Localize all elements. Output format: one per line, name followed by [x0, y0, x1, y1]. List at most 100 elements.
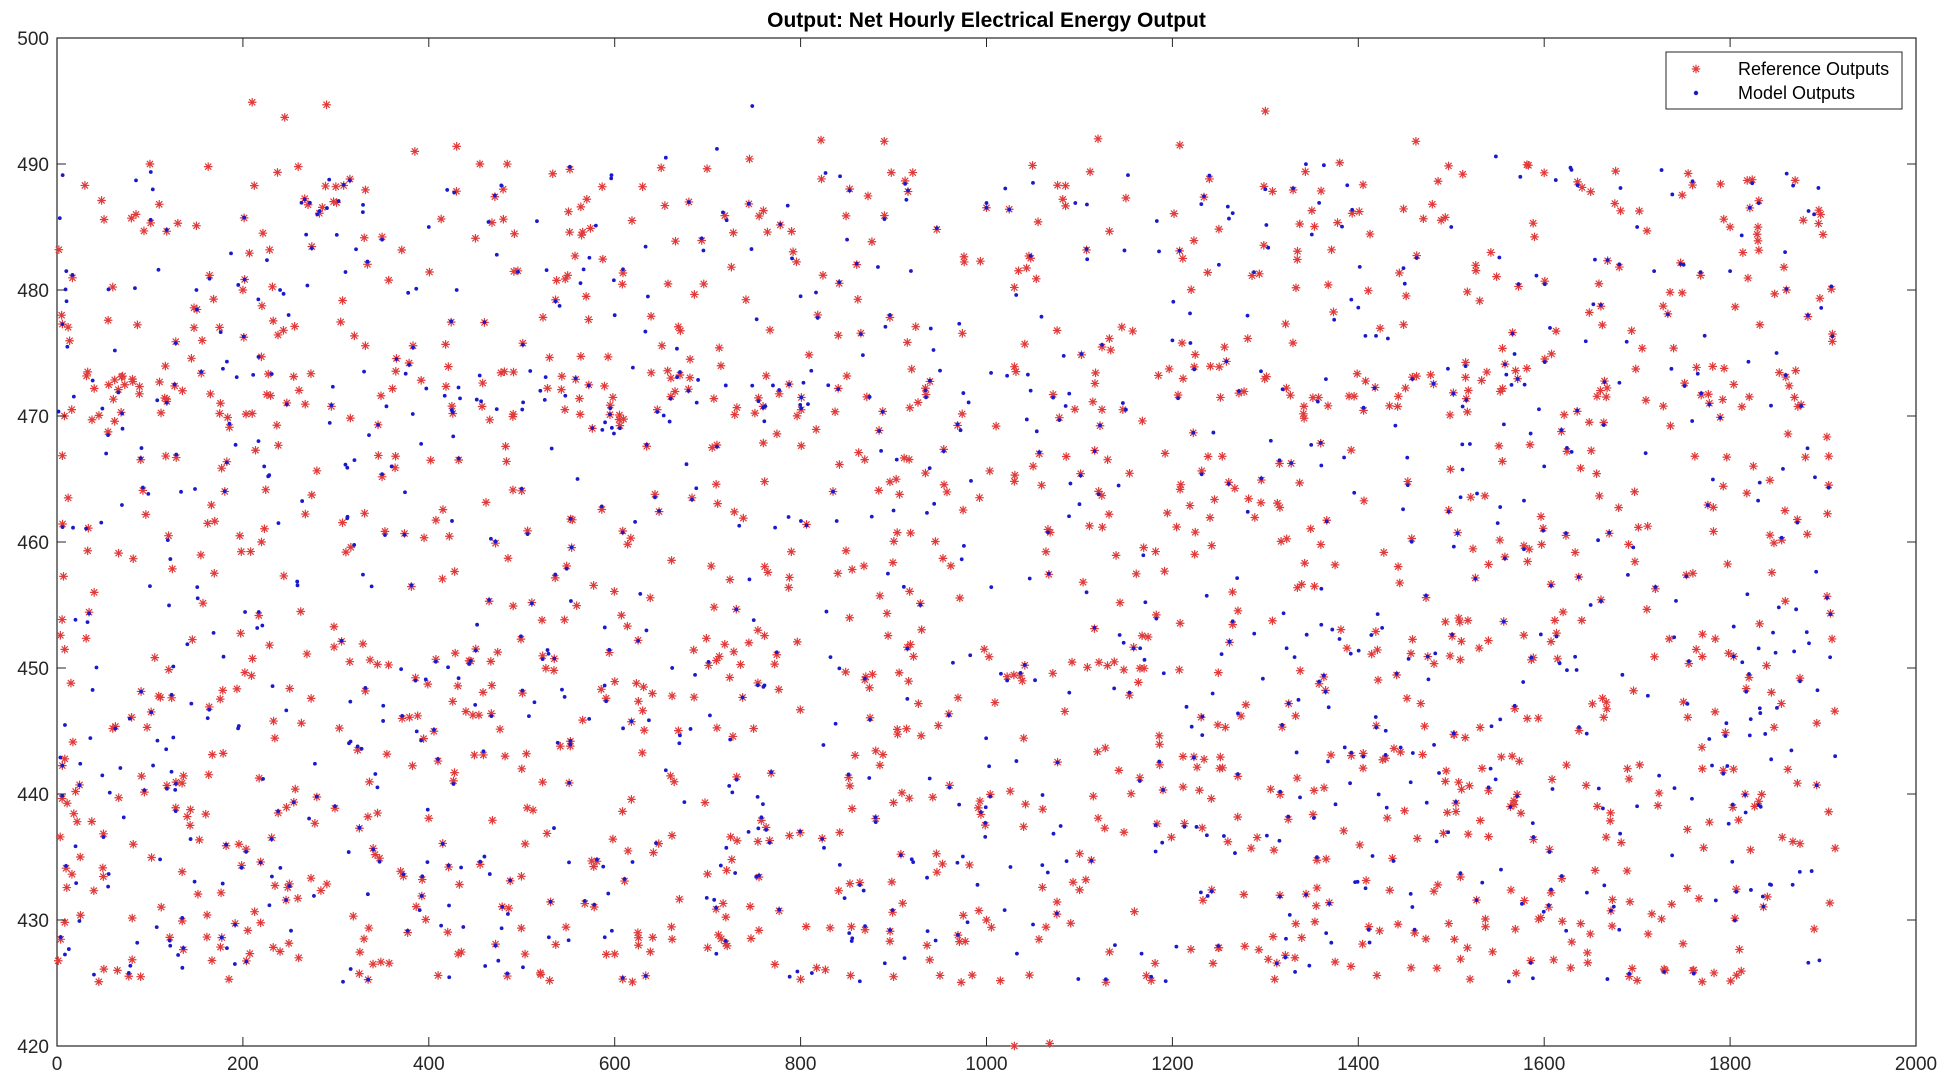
model-point: [608, 412, 612, 417]
y-tick-label: 420: [17, 1037, 49, 1058]
reference-point: [620, 876, 629, 886]
reference-point: [110, 416, 119, 426]
model-point: [1349, 297, 1354, 302]
reference-point: [1216, 752, 1225, 762]
model-point: [1564, 531, 1568, 536]
reference-point: [1567, 937, 1577, 947]
reference-point: [1358, 763, 1368, 773]
model-point: [414, 729, 419, 734]
reference-point: [667, 556, 676, 565]
model-point: [984, 201, 989, 205]
reference-point: [587, 856, 597, 866]
reference-point: [87, 415, 97, 425]
model-point: [1565, 668, 1569, 673]
reference-point: [1767, 688, 1776, 697]
reference-point: [408, 761, 417, 771]
reference-point: [1275, 790, 1285, 799]
model-point: [164, 228, 169, 232]
reference-point: [570, 251, 580, 261]
reference-point: [522, 749, 531, 759]
reference-point: [801, 922, 811, 931]
reference-point: [1624, 540, 1633, 549]
model-point: [481, 749, 486, 754]
reference-point: [561, 922, 571, 932]
model-point: [1446, 366, 1450, 371]
model-point: [1157, 249, 1161, 254]
model-point: [809, 368, 814, 373]
model-point: [1576, 575, 1581, 579]
reference-point: [1511, 924, 1520, 934]
model-point: [906, 188, 910, 193]
reference-point: [1281, 950, 1290, 960]
reference-point: [1465, 974, 1475, 984]
model-point: [1073, 201, 1078, 205]
model-point: [1406, 656, 1411, 661]
reference-point: [478, 378, 487, 388]
reference-point: [1233, 772, 1243, 781]
reference-point: [904, 676, 913, 686]
reference-point: [273, 330, 283, 340]
model-point: [58, 755, 63, 760]
model-point: [1211, 430, 1216, 435]
reference-point: [1830, 843, 1840, 853]
model-point: [1554, 634, 1559, 639]
reference-point: [1719, 364, 1729, 373]
reference-point: [774, 389, 784, 399]
reference-point: [1010, 1041, 1019, 1051]
reference-point: [904, 455, 914, 464]
reference-point: [804, 350, 814, 360]
model-point: [1412, 927, 1417, 932]
reference-point: [1495, 535, 1505, 545]
reference-point: [875, 591, 885, 601]
model-point: [946, 713, 951, 718]
reference-point: [285, 684, 295, 693]
reference-point: [1445, 410, 1455, 420]
reference-point: [667, 831, 677, 840]
reference-point: [1395, 578, 1405, 588]
reference-point: [209, 568, 219, 578]
reference-point: [60, 754, 70, 764]
model-point: [989, 371, 993, 375]
reference-point: [825, 923, 835, 933]
model-point: [799, 519, 803, 523]
reference-point: [753, 625, 763, 635]
model-point: [1645, 693, 1650, 698]
model-point: [1385, 336, 1390, 341]
reference-point: [1106, 345, 1115, 355]
reference-point: [1725, 222, 1735, 232]
model-point: [236, 726, 240, 731]
reference-point: [89, 384, 99, 393]
model-point: [1369, 633, 1374, 637]
model-point: [1815, 688, 1820, 693]
model-point: [1475, 491, 1479, 496]
reference-point: [603, 352, 613, 362]
reference-point: [1601, 697, 1611, 707]
model-point: [347, 178, 352, 183]
model-point: [473, 702, 478, 707]
model-point: [578, 281, 583, 286]
reference-point: [520, 839, 530, 849]
reference-point: [1361, 376, 1370, 386]
model-point: [65, 344, 70, 349]
reference-point: [268, 282, 277, 292]
reference-point: [1207, 794, 1216, 803]
model-point: [341, 979, 345, 984]
model-point: [529, 601, 534, 606]
model-point: [1789, 748, 1794, 753]
reference-point: [450, 648, 460, 658]
reference-point: [1744, 673, 1754, 682]
model-point: [1565, 446, 1569, 450]
reference-point: [265, 640, 274, 650]
model-point: [699, 236, 704, 241]
reference-point: [377, 472, 387, 482]
reference-point: [904, 793, 914, 803]
reference-point: [488, 816, 497, 825]
model-point: [1298, 795, 1302, 800]
model-point: [366, 977, 371, 982]
reference-point: [1814, 219, 1823, 228]
model-point: [1278, 789, 1283, 794]
model-point: [1745, 592, 1750, 597]
reference-point: [1484, 832, 1493, 841]
model-point: [1117, 633, 1122, 637]
reference-point: [114, 548, 123, 558]
